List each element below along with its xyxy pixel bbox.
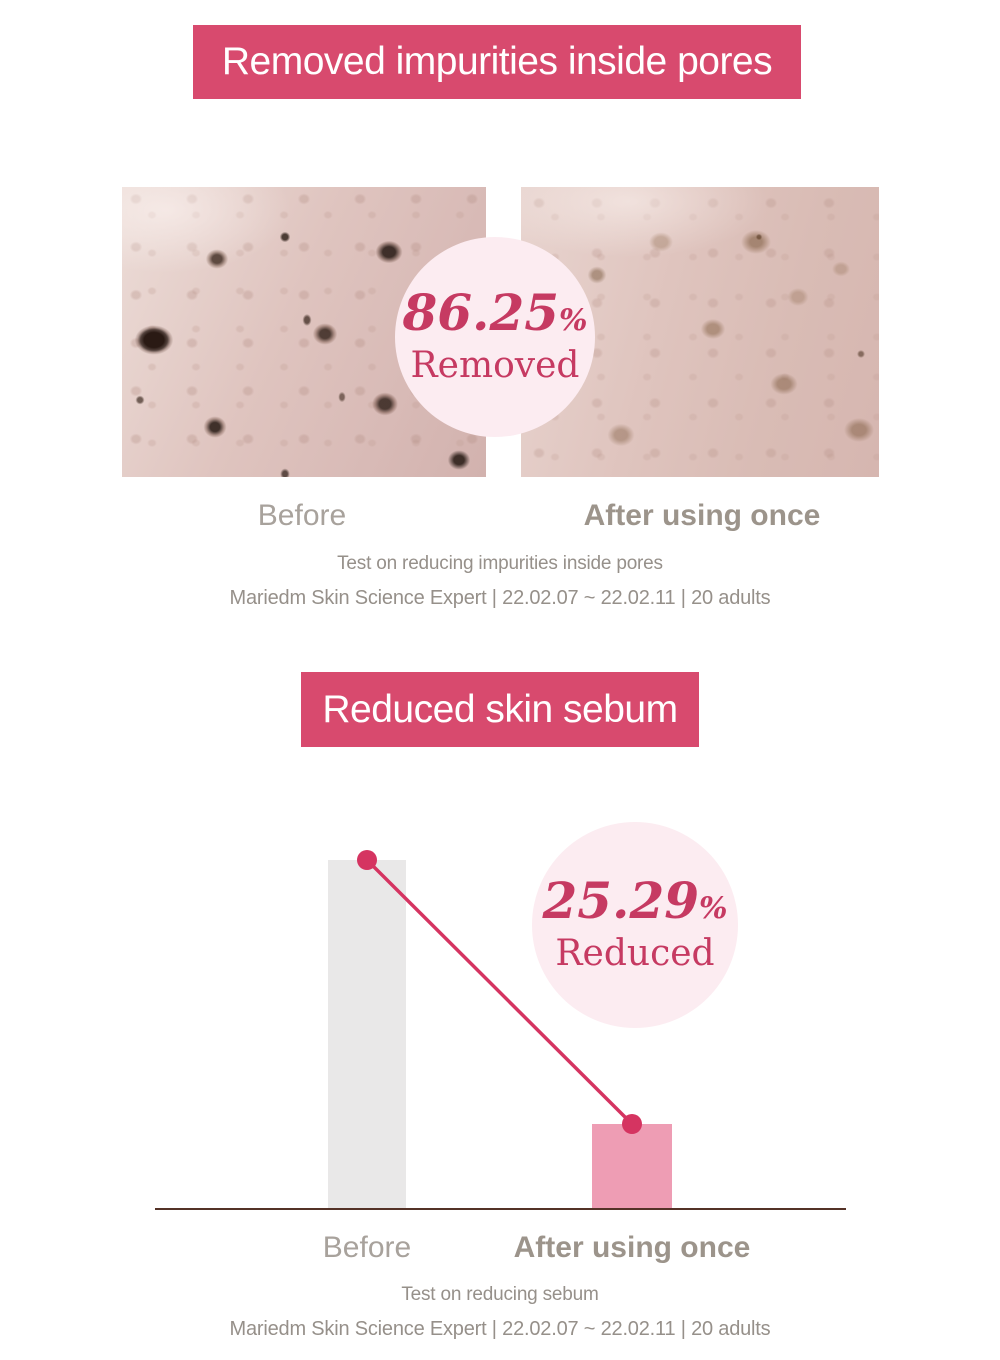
trend-line-overlay bbox=[357, 850, 642, 1134]
chart-bar-before bbox=[328, 860, 406, 1208]
sebum-stat-badge: 25.29% Reduced bbox=[532, 822, 738, 1028]
percent-sign: % bbox=[559, 303, 588, 339]
sebum-stat-label: Reduced bbox=[555, 932, 715, 974]
percent-sign: % bbox=[699, 891, 728, 927]
pores-test-caption: Test on reducing impurities inside pores bbox=[337, 553, 663, 574]
pores-after-label: After using once bbox=[583, 499, 821, 532]
sebum-banner-label: Reduced skin sebum bbox=[322, 687, 678, 731]
data-point-before bbox=[357, 850, 377, 870]
pores-before-label: Before bbox=[257, 499, 347, 532]
sebum-bar-chart bbox=[155, 850, 846, 1210]
pores-section-banner: Removed impurities inside pores bbox=[193, 25, 801, 99]
trend-line bbox=[365, 858, 634, 1126]
x-axis-line bbox=[155, 1208, 846, 1210]
sebum-test-caption: Test on reducing sebum bbox=[401, 1284, 599, 1305]
chart-bar-after bbox=[592, 1124, 672, 1208]
sebum-section-banner: Reduced skin sebum bbox=[301, 672, 699, 747]
pores-test-details: Mariedm Skin Science Expert | 22.02.07 ~… bbox=[229, 587, 771, 609]
pores-stat-value: 86.25% bbox=[402, 283, 588, 343]
sebum-stat-value: 25.29% bbox=[542, 871, 728, 931]
pores-stat-label: Removed bbox=[410, 344, 580, 386]
sebum-test-details: Mariedm Skin Science Expert | 22.02.07 ~… bbox=[229, 1318, 771, 1340]
pores-banner-label: Removed impurities inside pores bbox=[221, 40, 773, 83]
data-point-after bbox=[622, 1114, 642, 1134]
pores-stat-badge: 86.25% Removed bbox=[395, 237, 595, 437]
chart-before-label: Before bbox=[322, 1231, 412, 1264]
chart-after-label: After using once bbox=[513, 1231, 751, 1264]
